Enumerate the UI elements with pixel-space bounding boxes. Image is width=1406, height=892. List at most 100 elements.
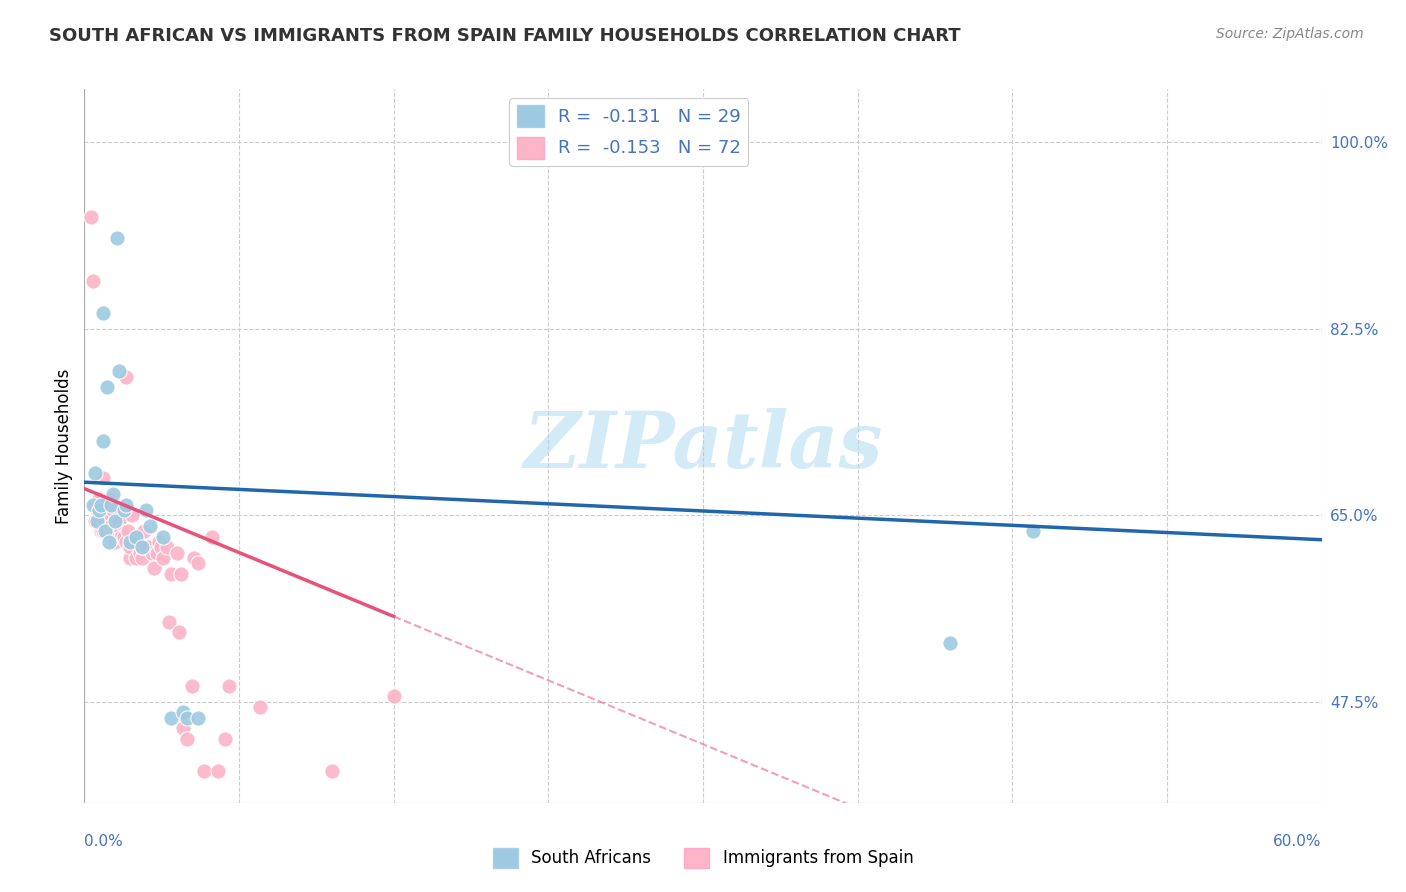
- Point: [125, 529, 148, 543]
- Point: [100, 498, 122, 512]
- Point: [139, 519, 162, 533]
- Point: [87, 492, 110, 507]
- Point: [100, 519, 122, 533]
- Point: [148, 534, 170, 549]
- Point: [118, 540, 141, 554]
- Text: Source: ZipAtlas.com: Source: ZipAtlas.com: [1216, 27, 1364, 41]
- Y-axis label: Family Households: Family Households: [55, 368, 73, 524]
- Point: [170, 566, 193, 581]
- Point: [157, 615, 180, 629]
- Point: [131, 540, 153, 554]
- Point: [176, 710, 198, 724]
- Point: [98, 534, 121, 549]
- Text: 60.0%: 60.0%: [1274, 834, 1322, 849]
- Point: [152, 550, 174, 565]
- Point: [105, 524, 128, 539]
- Point: [134, 524, 156, 539]
- Point: [83, 466, 105, 480]
- Point: [90, 524, 112, 539]
- Point: [83, 514, 105, 528]
- Point: [98, 492, 121, 507]
- Legend: R =  -0.131   N = 29, R =  -0.153   N = 72: R = -0.131 N = 29, R = -0.153 N = 72: [509, 98, 748, 166]
- Point: [83, 498, 105, 512]
- Point: [105, 514, 128, 528]
- Text: SOUTH AFRICAN VS IMMIGRANTS FROM SPAIN FAMILY HOUSEHOLDS CORRELATION CHART: SOUTH AFRICAN VS IMMIGRANTS FROM SPAIN F…: [49, 27, 960, 45]
- Point: [149, 540, 172, 554]
- Point: [91, 306, 114, 320]
- Point: [135, 540, 157, 554]
- Point: [104, 514, 127, 528]
- Point: [249, 700, 271, 714]
- Point: [108, 514, 131, 528]
- Point: [121, 508, 143, 523]
- Point: [167, 625, 190, 640]
- Point: [176, 731, 198, 746]
- Point: [98, 514, 121, 528]
- Point: [131, 540, 153, 554]
- Point: [103, 524, 125, 539]
- Point: [321, 764, 343, 778]
- Legend: South Africans, Immigrants from Spain: South Africans, Immigrants from Spain: [486, 841, 920, 875]
- Point: [939, 636, 962, 650]
- Point: [172, 706, 194, 720]
- Point: [103, 487, 125, 501]
- Point: [187, 556, 209, 570]
- Point: [172, 721, 194, 735]
- Point: [87, 492, 110, 507]
- Point: [117, 524, 139, 539]
- Point: [105, 231, 128, 245]
- Point: [135, 503, 157, 517]
- Point: [143, 561, 166, 575]
- Point: [108, 364, 131, 378]
- Point: [207, 764, 229, 778]
- Point: [160, 710, 183, 724]
- Point: [125, 550, 148, 565]
- Point: [145, 545, 167, 559]
- Point: [96, 524, 118, 539]
- Point: [136, 540, 159, 554]
- Point: [382, 690, 405, 704]
- Point: [100, 508, 122, 523]
- Point: [87, 503, 110, 517]
- Point: [90, 498, 112, 512]
- Point: [86, 498, 108, 512]
- Point: [110, 529, 132, 543]
- Point: [131, 550, 153, 565]
- Point: [160, 566, 183, 581]
- Point: [94, 498, 117, 512]
- Text: ZIPatlas: ZIPatlas: [523, 408, 883, 484]
- Point: [91, 498, 114, 512]
- Point: [104, 534, 127, 549]
- Point: [218, 679, 240, 693]
- Point: [110, 524, 132, 539]
- Point: [129, 545, 152, 559]
- Point: [86, 503, 108, 517]
- Point: [79, 210, 101, 224]
- Point: [82, 498, 104, 512]
- Point: [180, 679, 202, 693]
- Point: [114, 498, 136, 512]
- Point: [141, 545, 163, 559]
- Point: [166, 545, 188, 559]
- Point: [127, 529, 149, 543]
- Point: [91, 471, 114, 485]
- Point: [94, 514, 117, 528]
- Point: [96, 503, 118, 517]
- Point: [91, 524, 114, 539]
- Point: [94, 503, 117, 517]
- Point: [201, 529, 224, 543]
- Point: [187, 710, 209, 724]
- Point: [125, 534, 148, 549]
- Point: [183, 550, 205, 565]
- Point: [91, 434, 114, 448]
- Point: [114, 369, 136, 384]
- Point: [94, 524, 117, 539]
- Point: [156, 540, 179, 554]
- Point: [82, 274, 104, 288]
- Point: [112, 529, 135, 543]
- Point: [214, 731, 236, 746]
- Point: [104, 519, 127, 533]
- Point: [152, 529, 174, 543]
- Point: [1022, 524, 1045, 539]
- Point: [90, 503, 112, 517]
